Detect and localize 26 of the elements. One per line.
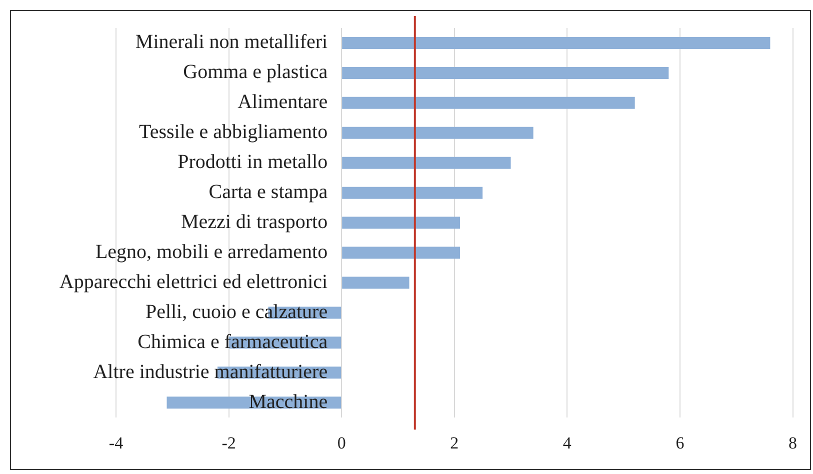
- y-tick-label: Prodotti in metallo: [178, 151, 328, 174]
- y-tick-label: Legno, mobili e arredamento: [95, 241, 328, 264]
- bar: [342, 246, 460, 259]
- bar: [342, 96, 635, 109]
- y-tick-label: Alimentare: [238, 91, 328, 114]
- bar: [342, 156, 511, 169]
- y-tick-label: Apparecchi elettrici ed elettronici: [59, 270, 328, 293]
- x-tick-label: 8: [788, 433, 797, 452]
- bar: [342, 126, 534, 139]
- y-tick-label: Minerali non metalliferi: [135, 31, 328, 54]
- y-tick-label: Macchine: [248, 390, 328, 413]
- x-tick-label: 0: [337, 433, 346, 452]
- x-tick-label: 4: [562, 433, 572, 452]
- x-tick-label: -4: [108, 433, 124, 452]
- bar: [342, 66, 669, 79]
- bar: [342, 276, 410, 289]
- y-tick-label: Gomma e plastica: [183, 61, 328, 84]
- y-tick-label: Mezzi di trasporto: [180, 211, 328, 234]
- bar: [342, 216, 460, 229]
- y-tick-label: Carta e stampa: [208, 181, 328, 204]
- x-tick-label: 6: [676, 433, 684, 452]
- x-tick-label: 2: [450, 433, 459, 452]
- x-tick-label: -2: [222, 433, 236, 452]
- y-tick-label: Tessile e abbigliamento: [139, 121, 328, 144]
- bar: [342, 36, 770, 49]
- bar: [342, 186, 483, 199]
